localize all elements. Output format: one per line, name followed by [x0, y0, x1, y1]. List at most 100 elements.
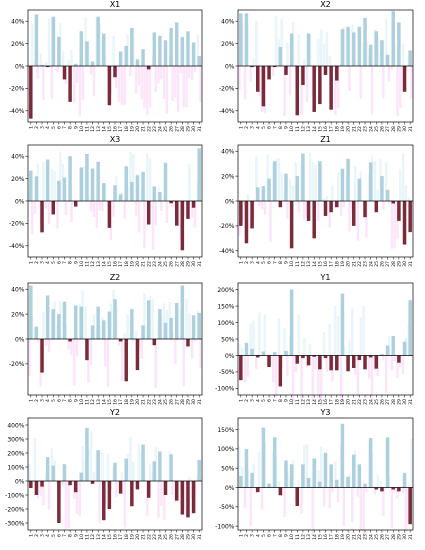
x-tick-label: 27	[174, 399, 180, 405]
x-tick-label: 10	[79, 534, 85, 540]
x-tick-label: 16	[323, 126, 329, 132]
ghost-bar	[348, 201, 351, 232]
ghost-bar	[162, 481, 166, 521]
ghost-bar	[325, 32, 329, 66]
x-tick-label: 8	[68, 534, 74, 537]
bar	[329, 464, 333, 488]
ghost-bar	[238, 343, 241, 356]
y-tick-label: 200%	[7, 450, 24, 457]
x-tick-label: 25	[374, 126, 380, 132]
ghost-bar	[376, 189, 379, 201]
bar	[278, 201, 283, 208]
chart-panel-x1: X1-40%-20%0%20%40%1 2 3 4 5 6 7 8 9 10 11 12 13 14 15 1…	[9, 0, 203, 132]
ghost-bar	[314, 355, 317, 370]
ghost-bar	[379, 481, 382, 488]
ghost-bar	[390, 66, 394, 70]
bar	[397, 487, 401, 492]
bar	[124, 45, 128, 66]
ghost-bar	[393, 201, 396, 248]
bar	[197, 312, 201, 339]
bar	[34, 176, 39, 201]
ghost-bar	[132, 339, 135, 342]
y-tick-label: 100%	[217, 446, 234, 453]
bar	[29, 66, 33, 119]
bar	[385, 345, 390, 356]
x-tick-label: 31	[197, 534, 203, 540]
ghost-bar	[320, 446, 323, 488]
x-tick-label: 5	[261, 261, 267, 264]
bar	[329, 355, 333, 371]
x-tick-label: 26	[169, 261, 175, 267]
ghost-bar	[311, 487, 315, 535]
bar	[402, 201, 407, 245]
bar	[113, 66, 117, 78]
ghost-bar	[241, 347, 244, 356]
y-tick-label: 300%	[7, 436, 24, 443]
ghost-bar	[61, 481, 65, 487]
x-tick-label: 17	[329, 126, 335, 132]
ghost-bar	[373, 487, 377, 495]
bar	[301, 355, 305, 359]
x-tick-label: 11	[295, 126, 301, 132]
bar	[68, 66, 72, 102]
ghost-bar	[382, 487, 385, 517]
ghost-bar	[255, 21, 258, 67]
y-tick-label: 0%	[15, 198, 25, 205]
chart-title: Y3	[320, 408, 331, 417]
y-tick-label: -100%	[215, 386, 235, 393]
ghost-bar	[30, 201, 34, 234]
ghost-bar	[288, 178, 292, 201]
ghost-bar	[257, 312, 261, 356]
x-tick-label: 26	[380, 261, 386, 267]
ghost-bar	[70, 49, 73, 66]
bar	[163, 481, 168, 495]
x-tick-label: 5	[261, 126, 267, 129]
bar	[267, 66, 271, 80]
x-tick-label: 19	[340, 399, 346, 405]
x-tick-label: 17	[329, 399, 335, 405]
bar	[45, 159, 50, 201]
ghost-bar	[404, 185, 408, 201]
chart-panel-z2: Z2-20%0%20%40%1 2 3 4 5 6 7 8 9 10 11 12 13 14 15 16 17 1…	[9, 273, 203, 405]
ghost-bar	[162, 303, 166, 339]
bar	[397, 201, 401, 221]
x-tick-label: 12	[90, 261, 96, 267]
ghost-bar	[190, 201, 194, 218]
bar	[256, 66, 260, 92]
ghost-bar	[283, 328, 286, 356]
ghost-bar	[50, 66, 54, 99]
bar	[346, 158, 350, 201]
ghost-bar	[67, 481, 70, 529]
y-tick-label: 20%	[221, 41, 235, 48]
bar	[318, 161, 322, 201]
x-tick-label: 2	[34, 534, 40, 537]
x-tick-label: 1	[28, 399, 34, 402]
x-tick-label: 15	[107, 126, 113, 132]
bar	[29, 170, 33, 201]
bar	[141, 49, 145, 66]
bar	[408, 300, 412, 356]
ghost-bar	[67, 60, 70, 66]
ghost-bar	[351, 307, 354, 356]
x-tick-label: 24	[158, 534, 164, 540]
ghost-bar	[115, 481, 118, 498]
x-tick-label: 8	[278, 534, 284, 537]
x-tick-label: 2	[34, 399, 40, 402]
x-tick-label: 19	[340, 126, 346, 132]
ghost-bar	[297, 201, 300, 213]
x-tick-label: 31	[408, 261, 414, 267]
ghost-bar	[179, 66, 183, 73]
x-tick-label: 18	[124, 126, 130, 132]
ghost-bar	[160, 66, 163, 80]
bar	[135, 59, 140, 66]
x-tick-label: 4	[255, 399, 261, 402]
chart-panel-z1: Z1-40%-20%0%20%40%1 2 3 4 5 6 7 8 9 10 11 12 13 14 15 1…	[219, 135, 414, 267]
ghost-bar	[120, 339, 124, 382]
x-tick-label: 7	[62, 126, 68, 129]
bar	[346, 476, 350, 488]
ghost-bar	[117, 66, 121, 103]
x-tick-label: 14	[312, 534, 318, 540]
bar	[402, 66, 407, 92]
y-tick-label: 20%	[221, 173, 235, 180]
ghost-bar	[129, 151, 132, 201]
